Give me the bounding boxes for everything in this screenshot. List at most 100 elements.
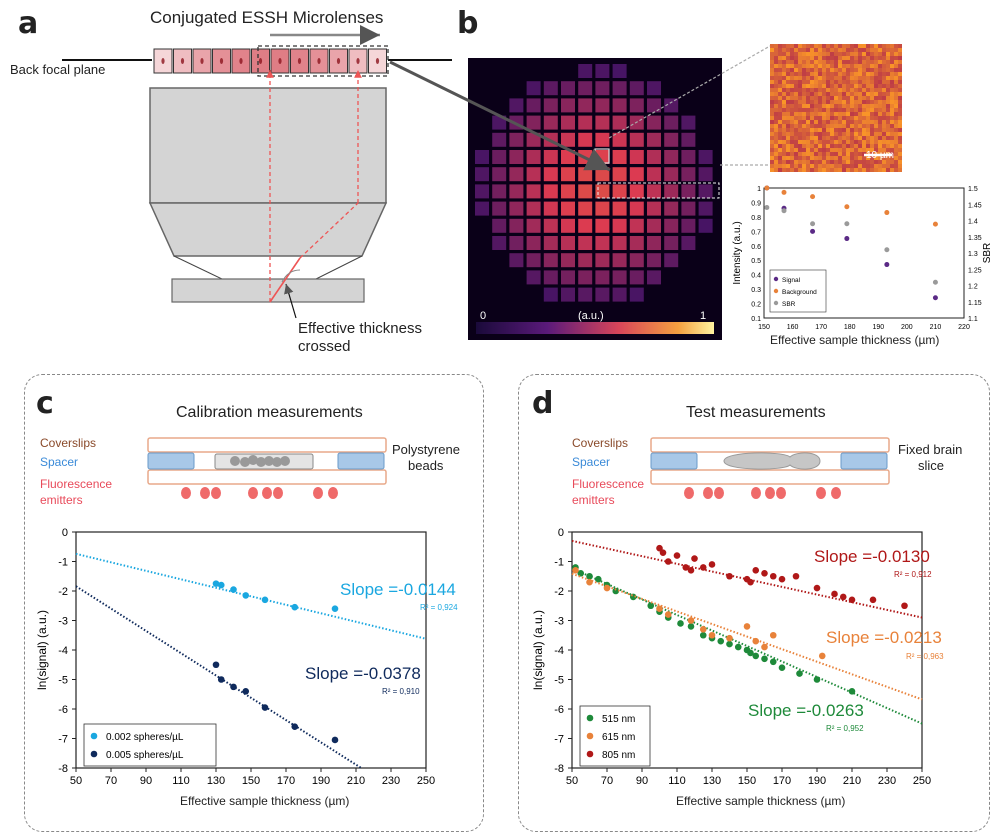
inset-pixel — [806, 132, 810, 136]
y-tick-label: 0 — [62, 527, 68, 539]
microlens-image-cell — [543, 115, 558, 130]
inset-pixel — [798, 140, 802, 144]
inset-pixel — [882, 60, 886, 64]
inset-pixel — [770, 76, 774, 80]
inset-pixel — [786, 128, 790, 132]
inset-pixel — [874, 88, 878, 92]
inset-pixel — [794, 152, 798, 156]
inset-pixel — [890, 132, 894, 136]
panel-d-title: Test measurements — [686, 404, 826, 421]
inset-pixel — [802, 92, 806, 96]
inset-pixel — [842, 76, 846, 80]
microlens-image-cell — [509, 184, 524, 199]
microlens-image-cell — [612, 150, 627, 164]
inset-pixel — [862, 88, 866, 92]
microlens-image-cell — [681, 201, 696, 216]
inset-pixel — [798, 136, 802, 140]
inset-pixel — [790, 80, 794, 84]
inset-pixel — [778, 152, 782, 156]
inset-pixel — [838, 152, 842, 156]
inset-pixel — [786, 100, 790, 104]
microlens-image-cell — [543, 98, 558, 113]
sample-diagram-c — [147, 437, 387, 499]
microlens-image-cell — [526, 201, 541, 216]
inset-pixel — [854, 148, 858, 152]
data-point — [261, 596, 269, 604]
inset-pixel — [786, 152, 790, 156]
inset-pixel — [894, 120, 898, 124]
inset-pixel — [794, 100, 798, 104]
inset-pixel — [866, 96, 870, 100]
inset-pixel — [806, 92, 810, 96]
spacer-label-d: Spacer — [572, 455, 611, 469]
inset-pixel — [886, 80, 890, 84]
inset-pixel — [810, 140, 814, 144]
inset-pixel — [834, 68, 838, 72]
inset-pixel — [850, 76, 854, 80]
inset-pixel — [814, 96, 818, 100]
inset-pixel — [842, 156, 846, 160]
microlens-image-cell — [595, 287, 610, 302]
inset-pixel — [898, 132, 902, 136]
inset-pixel — [878, 72, 882, 76]
inset-pixel — [874, 124, 878, 128]
microlens-image-cell — [647, 115, 661, 130]
inset-pixel — [794, 132, 798, 136]
inset-pixel — [822, 156, 826, 160]
inset-pixel — [838, 112, 842, 116]
inset-pixel — [826, 156, 830, 160]
beads-label: Polystyrene — [392, 442, 460, 457]
y2-tick-label: 1.45 — [968, 202, 982, 209]
data-point — [901, 602, 908, 610]
y-axis-label: Intensity (a.u.) — [732, 221, 743, 284]
inset-pixel — [826, 64, 830, 68]
inset-pixel — [882, 116, 886, 120]
x-tick-label: 160 — [787, 324, 799, 331]
inset-pixel — [878, 120, 882, 124]
microlens-spot — [161, 58, 165, 64]
inset-pixel — [778, 96, 782, 100]
inset-pixel — [810, 152, 814, 156]
microlens-image-cell — [595, 98, 610, 113]
data-point — [848, 688, 856, 695]
inset-pixel — [894, 76, 898, 80]
inset-pixel — [790, 168, 794, 172]
inset-pixel — [818, 108, 822, 112]
inset-pixel — [818, 160, 822, 164]
data-point — [734, 643, 742, 651]
inset-pixel — [870, 148, 874, 152]
inset-pixel — [802, 52, 806, 56]
inset-pixel — [862, 136, 866, 140]
panel-a-label: a — [18, 6, 39, 41]
data-point — [844, 236, 850, 242]
microlens-image-cell — [578, 270, 593, 285]
inset-pixel — [822, 72, 826, 76]
microlens-image-cell — [612, 201, 627, 216]
inset-pixel — [882, 124, 886, 128]
inset-pixel — [882, 48, 886, 52]
inset-pixel — [802, 68, 806, 72]
inset-pixel — [774, 104, 778, 108]
inset-pixel — [790, 148, 794, 152]
data-point — [612, 587, 620, 595]
data-point — [769, 572, 777, 580]
inset-pixel — [826, 152, 830, 156]
inset-pixel — [898, 108, 902, 112]
y-tick-label: 0.8 — [751, 215, 761, 222]
data-point — [664, 611, 672, 618]
inset-pixel — [782, 156, 786, 160]
inset-pixel — [770, 44, 774, 48]
inset-pixel — [838, 104, 842, 108]
microlens-spot — [180, 58, 185, 64]
inset-pixel — [794, 116, 798, 120]
inset-pixel — [814, 92, 818, 96]
inset-pixel — [830, 48, 834, 52]
y-tick-label: -2 — [554, 586, 564, 598]
inset-pixel — [798, 72, 802, 76]
data-point — [781, 189, 787, 195]
inset-pixel — [838, 120, 842, 124]
inset-pixel — [826, 52, 830, 56]
inset-pixel — [898, 152, 902, 156]
legend-marker — [90, 732, 98, 740]
microlens-image-cell — [612, 218, 627, 233]
